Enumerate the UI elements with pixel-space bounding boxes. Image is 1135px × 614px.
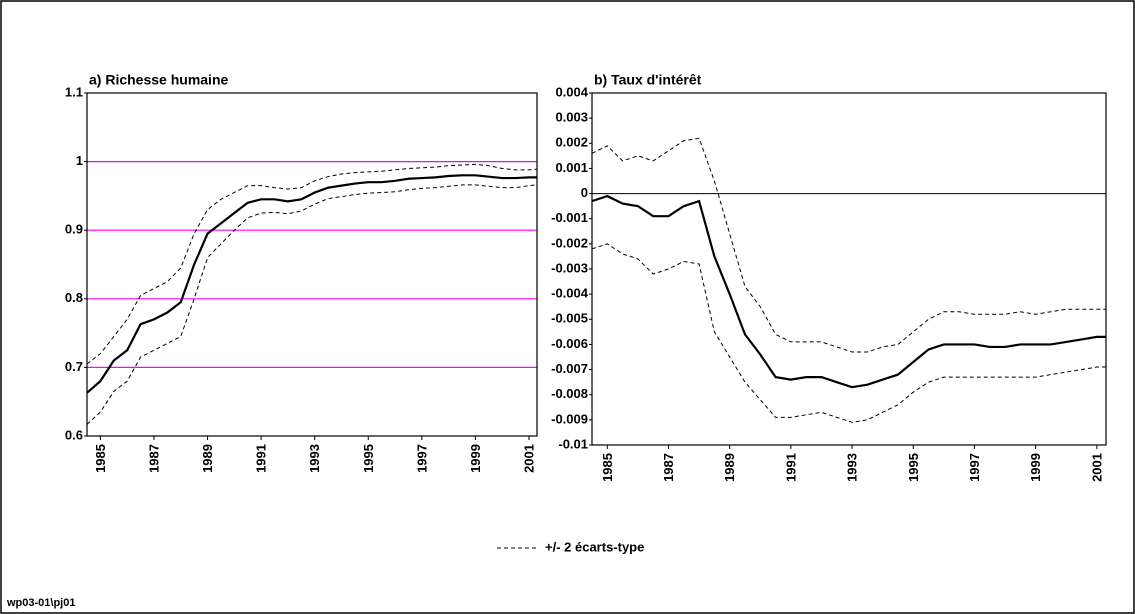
x-tick-label: 2001 — [521, 444, 536, 473]
series-line — [86, 184, 538, 425]
y-tick-label: -0.003 — [551, 260, 588, 275]
y-tick-label: 0.7 — [65, 359, 83, 374]
y-tick-label: 0.8 — [65, 290, 83, 305]
series-line — [86, 174, 537, 394]
x-tick-label: 1985 — [93, 444, 108, 473]
y-tick-label: -0.01 — [558, 436, 588, 451]
chart-title: b) Taux d'intérêt — [594, 72, 702, 88]
y-tick-label: 0.003 — [555, 110, 588, 125]
y-tick-label: 0 — [581, 185, 588, 200]
series-line — [591, 194, 1106, 389]
y-tick-label: 0.9 — [65, 222, 83, 237]
y-tick-label: 0.6 — [65, 427, 83, 442]
x-tick-label: 1991 — [254, 444, 269, 473]
series-line — [86, 163, 538, 365]
y-tick-label: -0.002 — [551, 235, 588, 250]
x-tick-label: 2001 — [1089, 453, 1104, 482]
legend-label: +/- 2 écarts-type — [545, 539, 644, 554]
x-tick-label: 1997 — [414, 444, 429, 473]
y-tick-label: 0.004 — [555, 84, 588, 99]
chart-title: a) Richesse humaine — [89, 72, 228, 88]
y-tick-label: -0.006 — [551, 336, 588, 351]
y-tick-label: 1 — [76, 153, 83, 168]
x-tick-label: 1999 — [468, 444, 483, 473]
y-tick-label: -0.007 — [551, 361, 588, 376]
series-line — [591, 243, 1106, 423]
x-tick-label: 1985 — [600, 453, 615, 482]
x-tick-label: 1989 — [200, 444, 215, 473]
x-tick-label: 1997 — [967, 453, 982, 482]
y-tick-label: 0.002 — [555, 135, 588, 150]
footer: wp03-01\pj01 — [6, 597, 75, 609]
x-tick-label: 1993 — [845, 453, 860, 482]
plot-frame — [86, 92, 538, 437]
x-tick-label: 1999 — [1028, 453, 1043, 482]
y-tick-label: -0.008 — [551, 386, 588, 401]
x-tick-label: 1993 — [307, 444, 322, 473]
y-tick-label: -0.001 — [551, 210, 588, 225]
y-tick-label: 1.1 — [65, 84, 83, 99]
x-tick-label: 1995 — [361, 444, 376, 473]
y-tick-label: -0.009 — [551, 411, 588, 426]
x-tick-label: 1987 — [146, 444, 161, 473]
x-tick-label: 1995 — [906, 453, 921, 482]
y-tick-label: -0.005 — [551, 311, 588, 326]
y-tick-label: -0.004 — [551, 286, 589, 301]
series-line — [591, 137, 1106, 353]
y-tick-label: 0.001 — [555, 160, 588, 175]
x-tick-label: 1989 — [722, 453, 737, 482]
plot-frame — [591, 92, 1107, 446]
x-tick-label: 1987 — [661, 453, 676, 482]
x-tick-label: 1991 — [783, 453, 798, 482]
